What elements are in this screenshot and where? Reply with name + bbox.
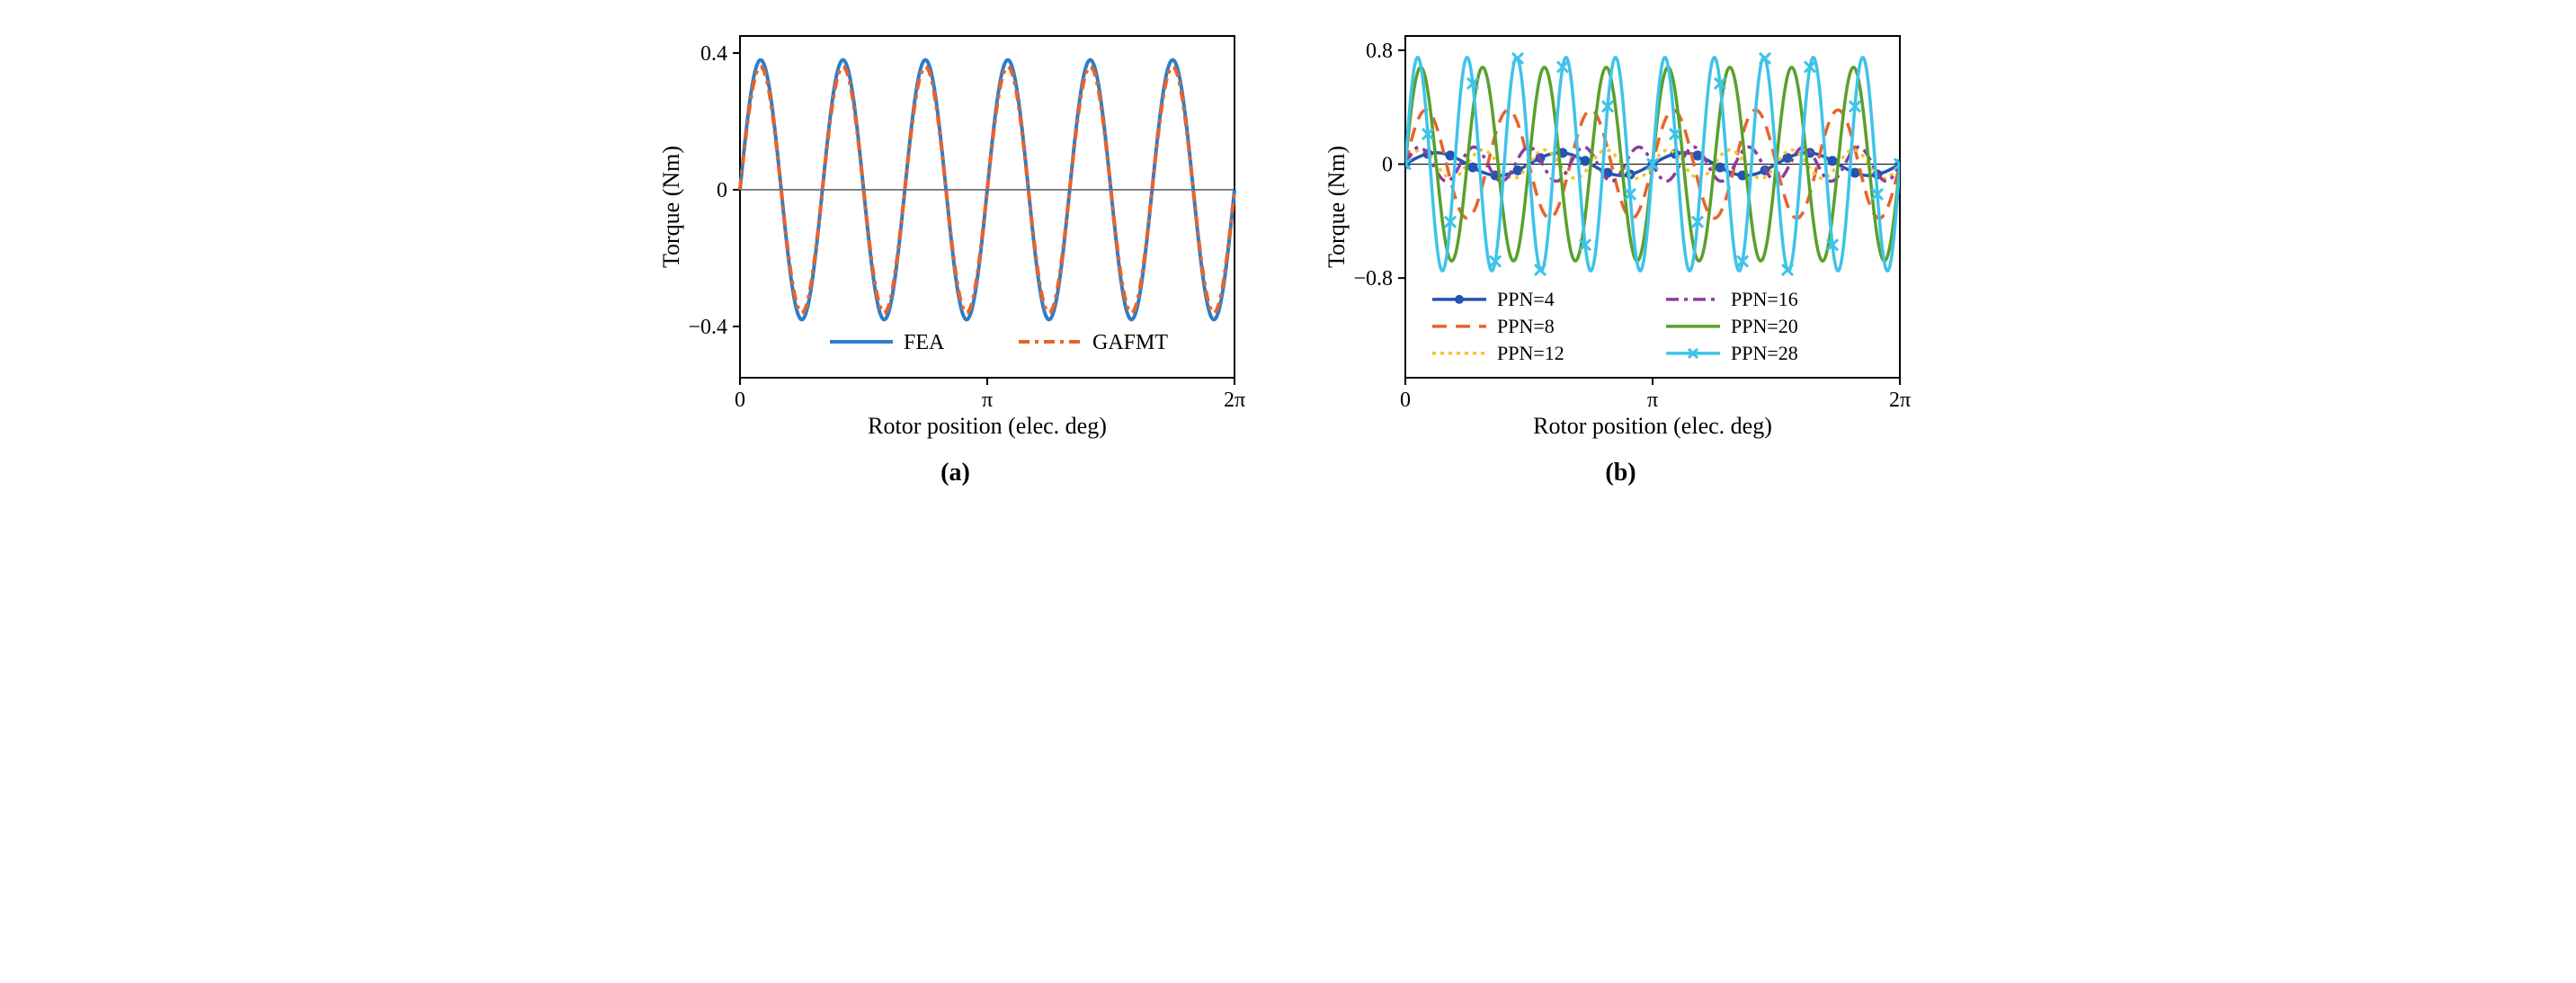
- svg-text:PPN=8: PPN=8: [1497, 315, 1555, 337]
- svg-text:Torque (Nm): Torque (Nm): [659, 146, 684, 268]
- svg-text:0: 0: [735, 389, 745, 412]
- chart-b-wrap: −0.8 0 0.8 0 π 2π Torque (Nm) Rotor position (e…: [1324, 18, 1918, 441]
- svg-text:Torque (Nm): Torque (Nm): [1324, 146, 1350, 268]
- chart-a-svg: −0.4 0 0.4 0 π 2π Torque (Nm) Rotor position (e…: [659, 18, 1252, 441]
- svg-text:0: 0: [1400, 389, 1411, 412]
- chart-b-svg: −0.8 0 0.8 0 π 2π Torque (Nm) Rotor position (e…: [1324, 18, 1918, 441]
- svg-text:−0.8: −0.8: [1353, 267, 1393, 290]
- svg-text:0.4: 0.4: [700, 42, 727, 66]
- svg-text:0: 0: [717, 179, 727, 202]
- chart-a-caption: (a): [940, 459, 970, 487]
- svg-text:0: 0: [1382, 154, 1393, 177]
- svg-text:PPN=12: PPN=12: [1497, 342, 1564, 364]
- svg-text:π: π: [1646, 389, 1657, 412]
- chart-a-container: −0.4 0 0.4 0 π 2π Torque (Nm) Rotor position (e…: [659, 18, 1252, 487]
- svg-text:0.8: 0.8: [1366, 40, 1393, 63]
- chart-b-caption: (b): [1605, 459, 1636, 487]
- svg-text:2π: 2π: [1223, 389, 1244, 412]
- svg-text:GAFMT: GAFMT: [1092, 331, 1168, 354]
- svg-text:PPN=20: PPN=20: [1731, 315, 1798, 337]
- svg-text:π: π: [981, 389, 992, 412]
- svg-text:Rotor position (elec. deg): Rotor position (elec. deg): [868, 413, 1107, 439]
- chart-b-container: −0.8 0 0.8 0 π 2π Torque (Nm) Rotor position (e…: [1324, 18, 1918, 487]
- svg-text:PPN=4: PPN=4: [1497, 288, 1555, 310]
- chart-a-wrap: −0.4 0 0.4 0 π 2π Torque (Nm) Rotor position (e…: [659, 18, 1252, 441]
- svg-text:PPN=28: PPN=28: [1731, 342, 1798, 364]
- svg-text:Rotor position (elec. deg): Rotor position (elec. deg): [1533, 413, 1772, 439]
- svg-text:FEA: FEA: [904, 331, 945, 354]
- svg-text:PPN=16: PPN=16: [1731, 288, 1798, 310]
- svg-text:2π: 2π: [1888, 389, 1910, 412]
- svg-text:−0.4: −0.4: [688, 316, 727, 339]
